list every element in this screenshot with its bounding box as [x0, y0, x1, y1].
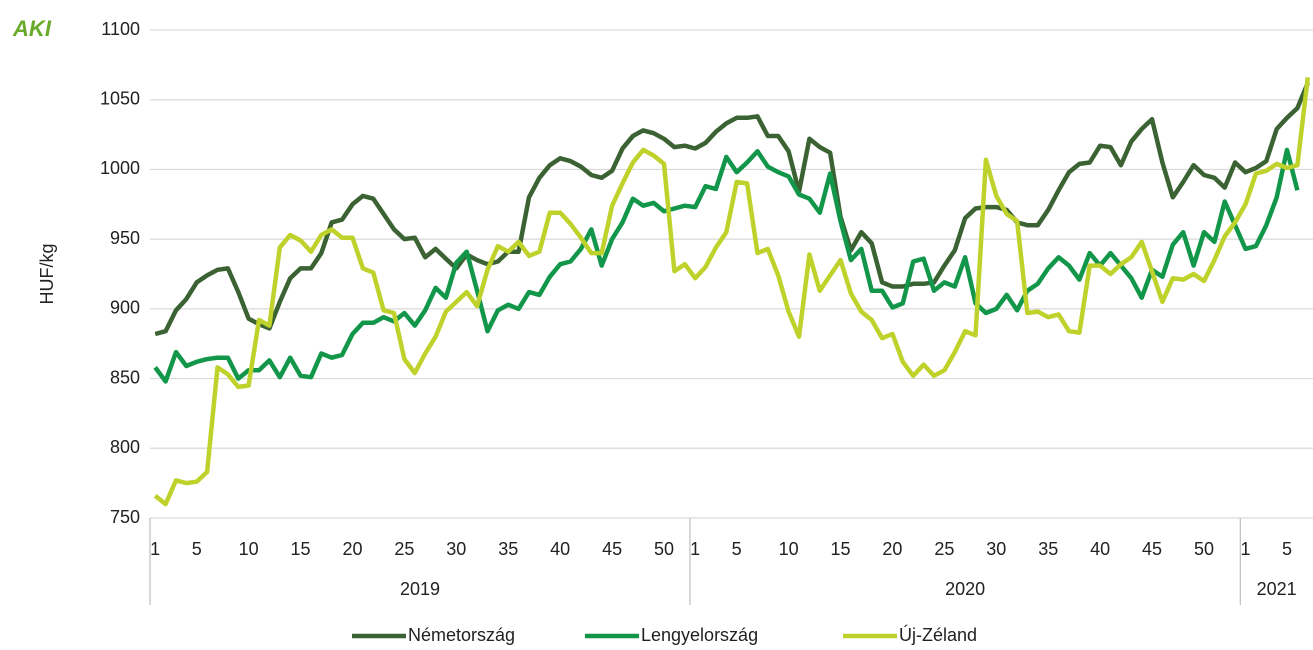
x-tick-label: 10 — [779, 539, 799, 559]
x-tick-label: 10 — [239, 539, 259, 559]
x-tick-label: 1 — [150, 539, 160, 559]
x-tick-label: 20 — [882, 539, 902, 559]
y-tick-label: 1100 — [101, 19, 140, 39]
x-tick-label: 30 — [986, 539, 1006, 559]
y-tick-label: 1000 — [100, 158, 140, 178]
legend-label: Lengyelország — [641, 625, 758, 645]
y-tick-label: 950 — [110, 228, 140, 248]
x-tick-label: 5 — [1282, 539, 1292, 559]
series-line — [154, 82, 1310, 337]
x-tick-label: 30 — [446, 539, 466, 559]
x-tick-label: 5 — [732, 539, 742, 559]
x-tick-label: 40 — [550, 539, 570, 559]
year-label: 2020 — [945, 579, 985, 599]
legend-label: Új-Zéland — [899, 624, 977, 645]
x-tick-label: 1 — [1240, 539, 1250, 559]
x-tick-label: 45 — [1142, 539, 1162, 559]
logo: AKI — [12, 16, 52, 41]
y-tick-label: 900 — [110, 298, 140, 318]
year-label: 2019 — [400, 579, 440, 599]
x-tick-label: 35 — [498, 539, 518, 559]
x-tick-label: 50 — [1194, 539, 1214, 559]
y-tick-label: 850 — [110, 367, 140, 387]
y-tick-label: 800 — [110, 437, 140, 457]
x-tick-label: 25 — [934, 539, 954, 559]
x-tick-label: 5 — [192, 539, 202, 559]
year-label: 2021 — [1257, 579, 1297, 599]
x-tick-label: 15 — [291, 539, 311, 559]
x-tick-label: 20 — [342, 539, 362, 559]
x-tick-label: 35 — [1038, 539, 1058, 559]
x-tick-label: 1 — [690, 539, 700, 559]
legend-label: Németország — [408, 625, 515, 645]
x-tick-label: 40 — [1090, 539, 1110, 559]
x-tick-label: 15 — [831, 539, 851, 559]
x-tick-label: 50 — [654, 539, 674, 559]
y-tick-label: 1050 — [100, 88, 140, 108]
y-tick-label: 750 — [110, 507, 140, 527]
y-axis-label: HUF/kg — [37, 243, 57, 304]
series-line — [153, 77, 1311, 507]
series-line — [153, 147, 1300, 384]
x-tick-label: 25 — [394, 539, 414, 559]
x-tick-label: 45 — [602, 539, 622, 559]
